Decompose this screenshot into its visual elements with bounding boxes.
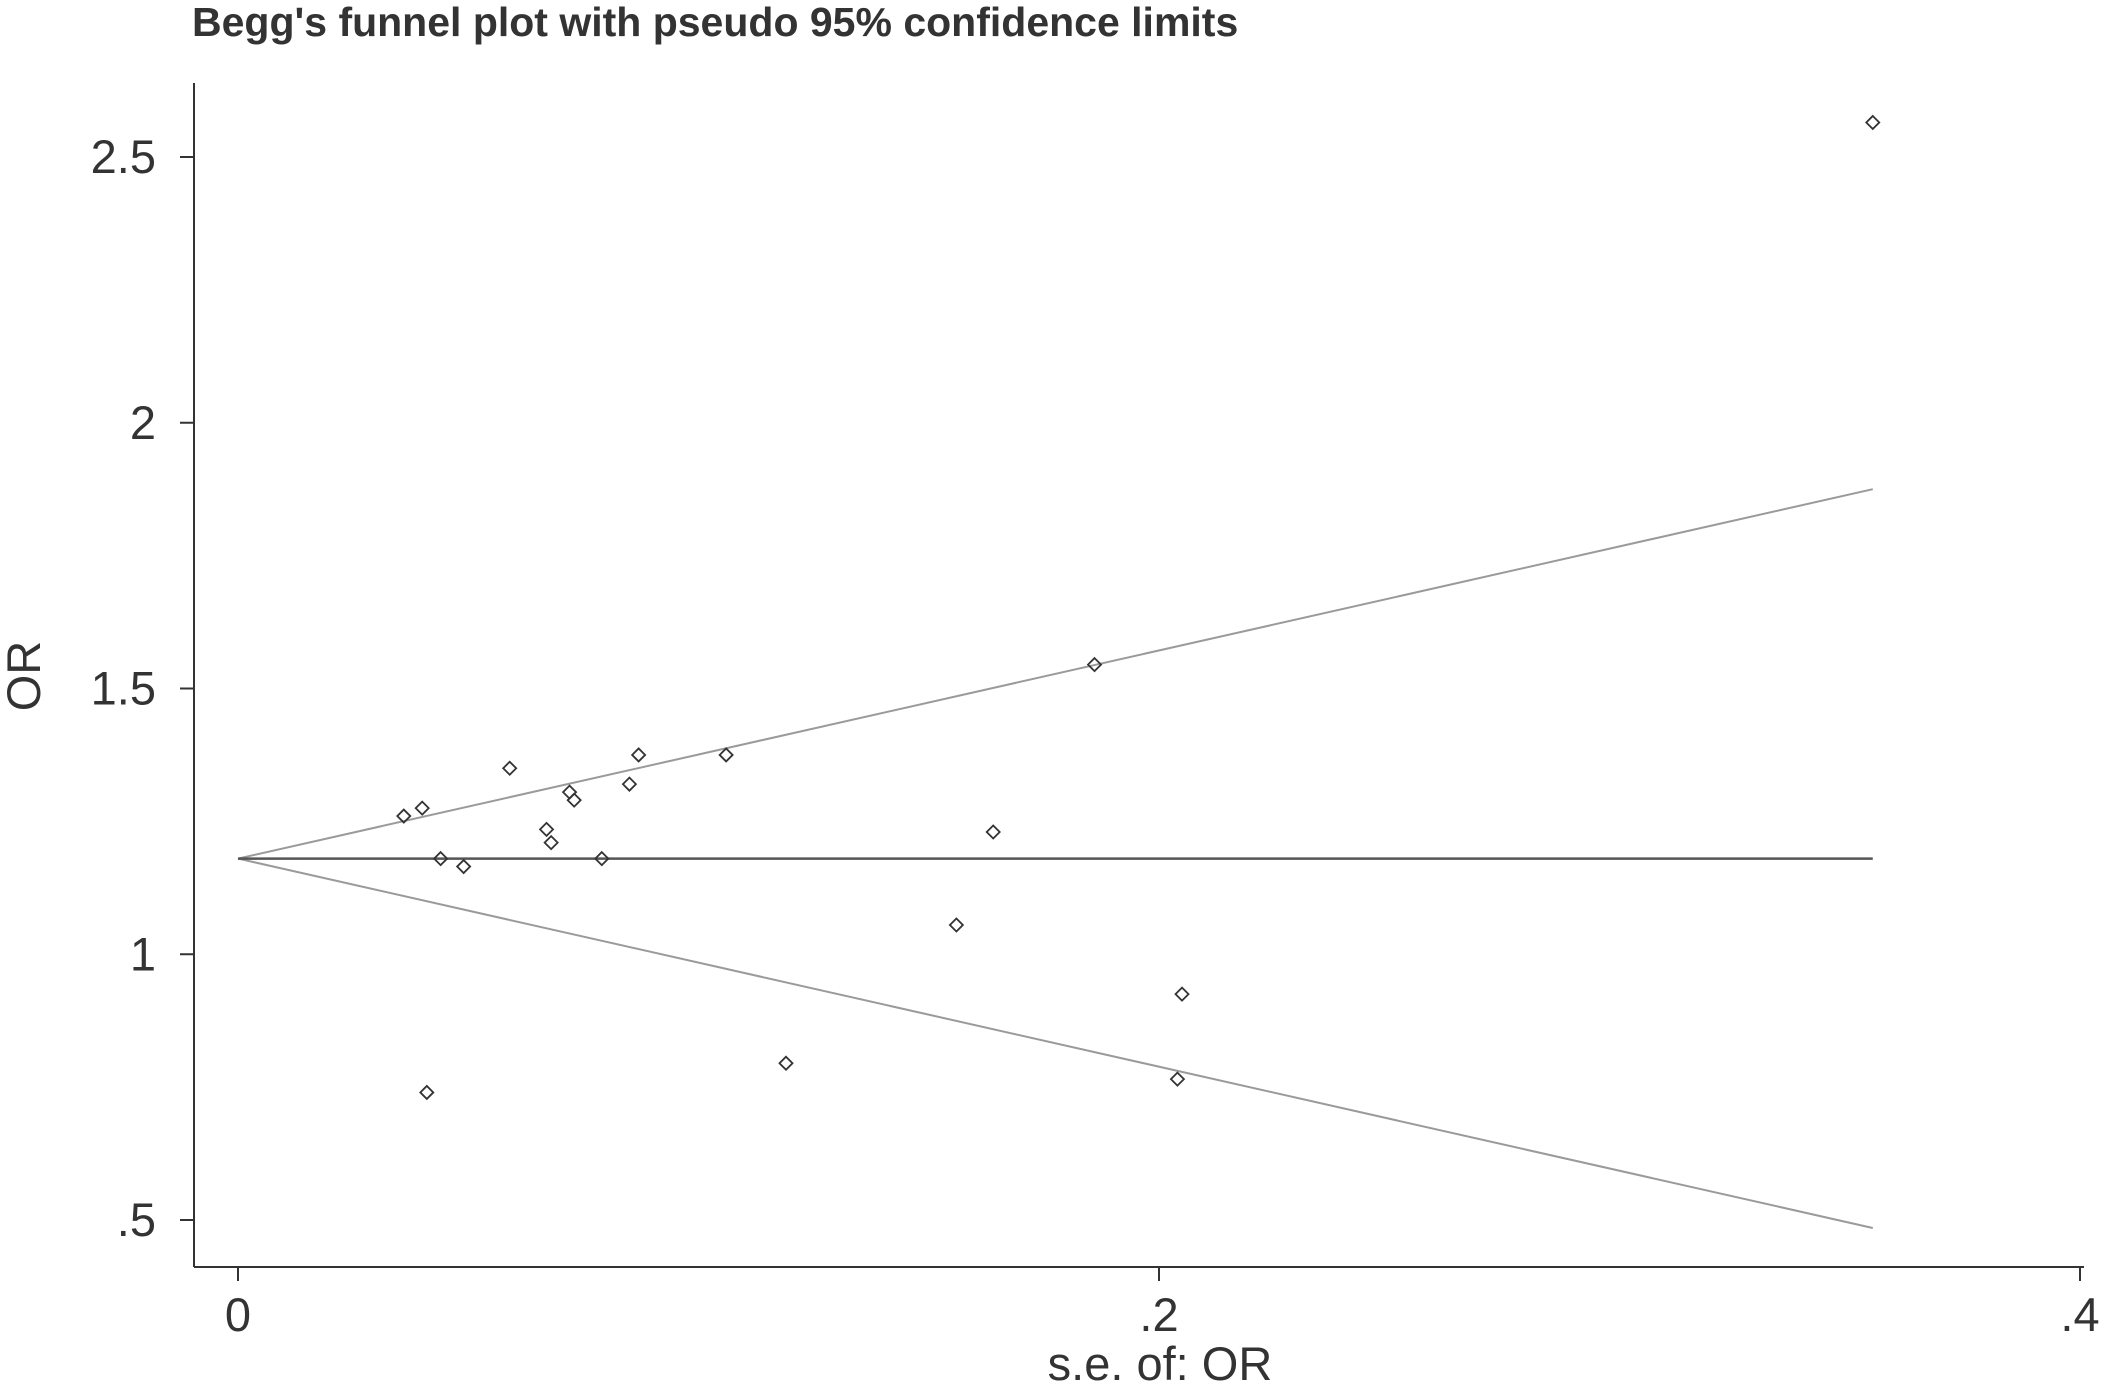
upper-confidence-limit <box>237 488 1873 860</box>
data-point <box>630 747 647 763</box>
data-point <box>1169 1071 1186 1087</box>
chart-title: Begg's funnel plot with pseudo 95% confi… <box>192 0 1238 45</box>
data-point <box>778 1055 794 1071</box>
y-axis-ticks: .5 1 1.5 2 2.5 <box>91 130 194 1246</box>
data-point <box>948 917 965 933</box>
y-tick-label: 1 <box>130 927 156 980</box>
data-points <box>396 114 1881 1101</box>
data-point <box>1174 986 1190 1002</box>
data-point <box>543 834 559 851</box>
data-point <box>455 858 472 875</box>
y-tick-label: 2 <box>130 396 156 449</box>
x-tick-label: .2 <box>1139 1288 1178 1341</box>
plot-lines <box>237 488 1873 1229</box>
x-tick-label: 0 <box>225 1288 251 1341</box>
data-point <box>432 850 449 867</box>
y-tick-label: 1.5 <box>91 662 156 715</box>
data-point <box>538 821 555 838</box>
data-point <box>621 776 638 792</box>
y-tick-label: .5 <box>117 1193 156 1246</box>
data-point <box>594 850 610 867</box>
data-point <box>414 800 430 816</box>
y-tick-label: 2.5 <box>91 130 156 183</box>
data-point <box>985 824 1001 840</box>
data-point <box>561 784 578 800</box>
x-axis-label: s.e. of: OR <box>1048 1337 1273 1387</box>
data-point <box>1865 114 1881 131</box>
x-axis-ticks: 0 .2 .4 <box>225 1267 2100 1341</box>
axes <box>193 83 2084 1268</box>
data-point <box>718 747 734 763</box>
data-point <box>501 760 518 776</box>
x-tick-label: .4 <box>2060 1288 2099 1341</box>
data-point <box>1086 656 1103 673</box>
data-point <box>419 1084 435 1101</box>
data-point <box>396 808 412 824</box>
y-axis-label: OR <box>0 641 50 712</box>
data-point <box>566 792 582 808</box>
lower-confidence-limit <box>237 857 1873 1229</box>
